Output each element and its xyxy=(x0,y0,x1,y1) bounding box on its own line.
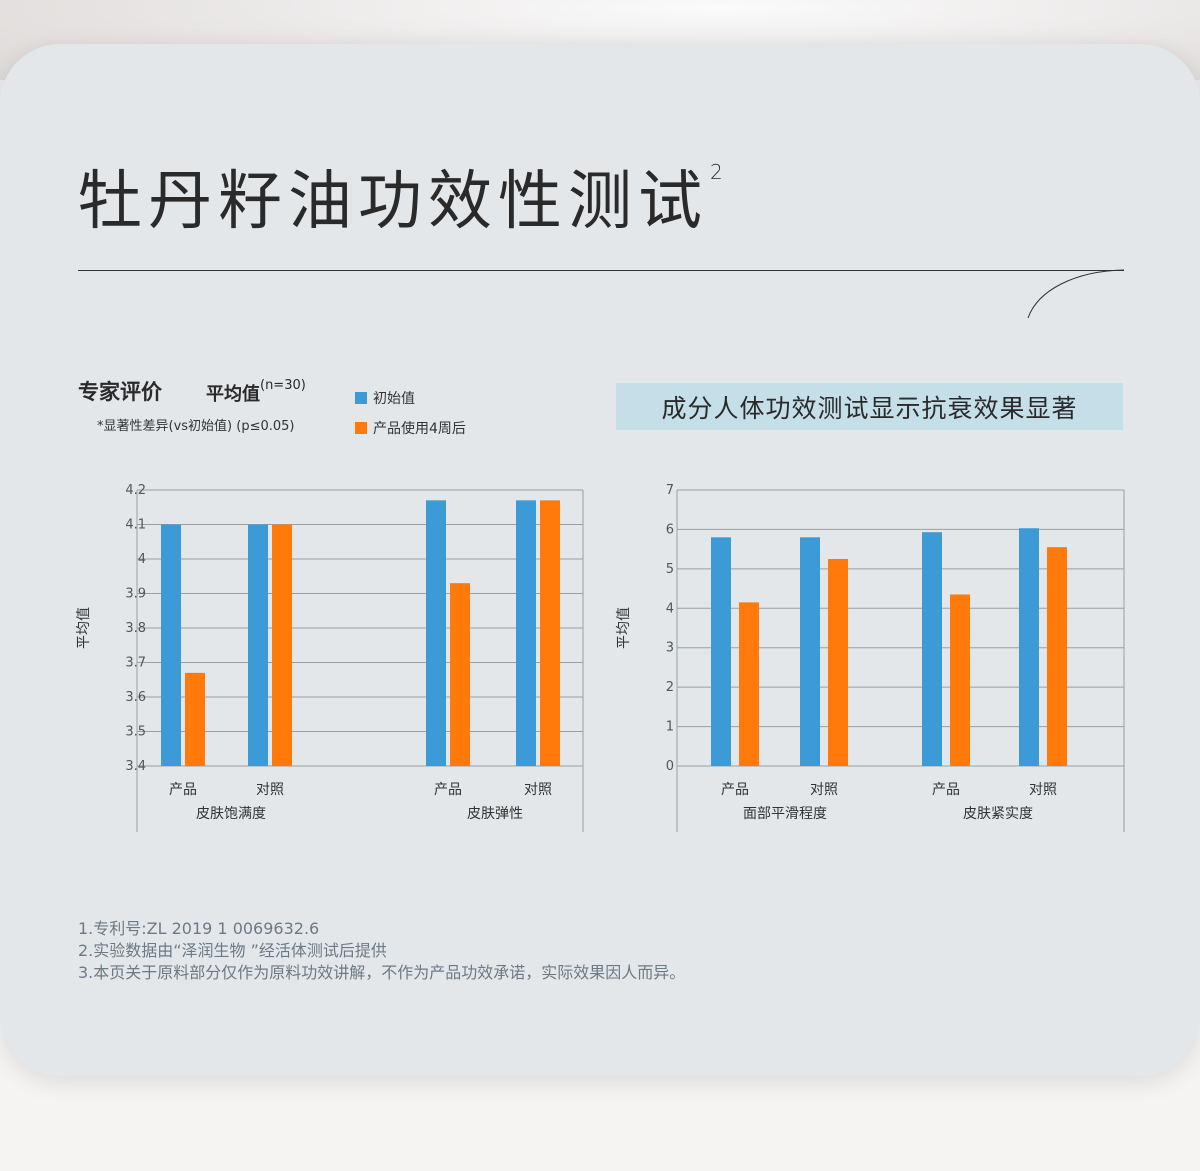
y-tick-label: 3.7 xyxy=(125,656,146,671)
y-tick-label: 3.6 xyxy=(125,690,146,705)
y-tick-label: 3.4 xyxy=(125,759,146,774)
y-tick-label: 7 xyxy=(666,483,674,498)
y-axis-label: 平均值 xyxy=(616,607,632,649)
footnote-1: 1.专利号:ZL 2019 1 0069632.6 xyxy=(78,919,320,938)
bar-after-4-weeks xyxy=(185,672,205,766)
bar-initial xyxy=(426,500,446,766)
expert-evaluation-label: 专家评价 xyxy=(78,380,162,404)
page-title: 牡丹籽油功效性测试 2 xyxy=(78,150,723,242)
sample-size: (n=30) xyxy=(260,378,306,393)
y-tick-label: 3.8 xyxy=(125,621,146,636)
category-label: 产品 xyxy=(434,782,462,798)
bar-after-4-weeks xyxy=(828,559,848,766)
category-label: 产品 xyxy=(169,782,197,798)
y-tick-label: 2 xyxy=(666,680,674,695)
bar-initial xyxy=(248,524,268,766)
y-tick-label: 4 xyxy=(138,552,146,567)
y-tick-label: 3 xyxy=(666,641,674,656)
footnote-2: 2.实验数据由“泽润生物 ”经活体测试后提供 xyxy=(78,941,387,960)
legend-label-after: 产品使用4周后 xyxy=(373,421,466,437)
category-label: 产品 xyxy=(721,782,749,798)
bar-after-4-weeks xyxy=(739,602,759,766)
group-label: 皮肤紧实度 xyxy=(963,806,1033,822)
bar-initial xyxy=(711,537,731,766)
legend-item-after: 产品使用4周后 xyxy=(355,418,466,438)
significance-note: *显著性差异(vs初始值) (p≤0.05) xyxy=(97,419,295,434)
bar-initial xyxy=(516,500,536,766)
bar-after-4-weeks xyxy=(450,583,470,766)
bar-after-4-weeks xyxy=(950,594,970,766)
legend-label-initial: 初始值 xyxy=(373,391,415,407)
bar-after-4-weeks xyxy=(540,500,560,766)
legend-swatch-orange xyxy=(355,422,367,434)
group-label: 面部平滑程度 xyxy=(743,805,827,822)
y-tick-label: 3.5 xyxy=(125,725,146,740)
y-tick-label: 4.1 xyxy=(125,518,146,533)
y-tick-label: 1 xyxy=(666,720,674,735)
group-label: 皮肤饱满度 xyxy=(196,806,266,822)
page-title-text: 牡丹籽油功效性测试 xyxy=(78,165,708,239)
bar-initial xyxy=(922,532,942,766)
y-tick-label: 4.2 xyxy=(125,483,146,498)
bar-initial xyxy=(800,537,820,766)
title-footnote-ref: 2 xyxy=(710,160,723,184)
category-label: 对照 xyxy=(1029,782,1057,798)
result-banner: 成分人体功效测试显示抗衰效果显著 xyxy=(616,383,1123,430)
category-label: 产品 xyxy=(932,782,960,798)
decorative-swoosh xyxy=(1027,269,1125,319)
bar-after-4-weeks xyxy=(272,524,292,766)
y-tick-label: 4 xyxy=(666,601,674,616)
legend-swatch-blue xyxy=(355,392,367,404)
bar-after-4-weeks xyxy=(1047,547,1067,766)
group-label: 皮肤弹性 xyxy=(467,806,523,822)
y-tick-label: 6 xyxy=(666,522,674,537)
footnotes: 1.专利号:ZL 2019 1 0069632.6 2.实验数据由“泽润生物 ”… xyxy=(78,918,685,984)
bar-initial xyxy=(1019,528,1039,766)
category-label: 对照 xyxy=(524,782,552,798)
category-label: 对照 xyxy=(256,782,284,798)
y-tick-label: 0 xyxy=(666,759,674,774)
average-label: 平均值(n=30) xyxy=(206,378,306,406)
title-divider xyxy=(78,270,1124,271)
footnote-3: 3.本页关于原料部分仅作为原料功效讲解，不作为产品功效承诺，实际效果因人而异。 xyxy=(78,963,686,982)
y-axis-label: 平均值 xyxy=(76,607,92,649)
bar-initial xyxy=(161,524,181,766)
legend-item-initial: 初始值 xyxy=(355,388,415,408)
y-tick-label: 5 xyxy=(666,562,674,577)
category-label: 对照 xyxy=(810,782,838,798)
average-label-text: 平均值 xyxy=(206,384,260,405)
y-tick-label: 3.9 xyxy=(125,587,146,602)
content-card xyxy=(0,44,1200,1076)
